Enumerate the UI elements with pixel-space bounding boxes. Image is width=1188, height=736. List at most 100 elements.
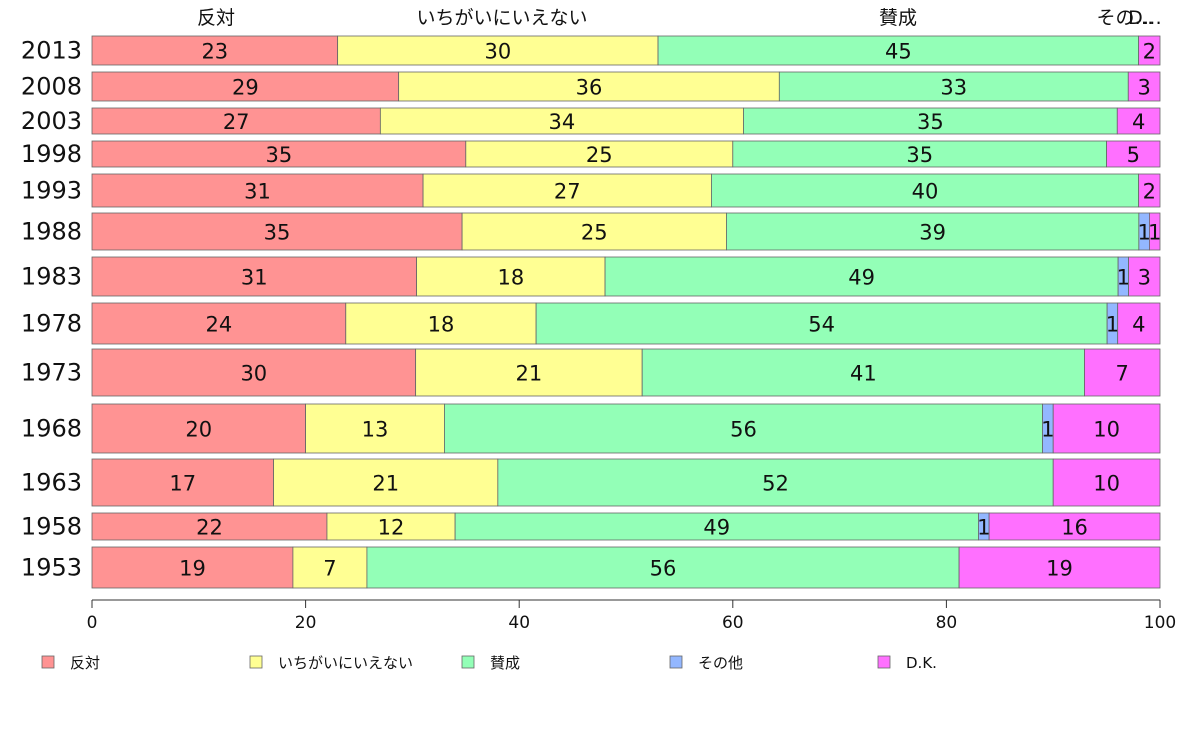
year-labels: 2013 2008 2003 1998 1993 1988 1983 1978 1973 1968… bbox=[21, 37, 82, 582]
bar-segment bbox=[1052, 403, 1161, 454]
x-tick-label: 0 bbox=[87, 613, 98, 633]
data-label: 39 bbox=[919, 221, 946, 245]
bar-segment bbox=[398, 71, 780, 102]
data-label: 56 bbox=[650, 557, 677, 581]
bar-segment bbox=[958, 546, 1161, 589]
x-tick-label: 80 bbox=[936, 613, 958, 633]
bar-segment bbox=[91, 458, 274, 507]
data-label: 5 bbox=[1127, 143, 1140, 167]
bar-segment bbox=[641, 348, 1085, 397]
data-label: 33 bbox=[940, 76, 967, 100]
data-label: 31 bbox=[244, 180, 271, 204]
data-label: 3 bbox=[1138, 266, 1151, 290]
header-label: 反対 bbox=[197, 7, 235, 29]
data-label: 1 bbox=[1041, 418, 1054, 442]
data-label: 4 bbox=[1132, 313, 1145, 337]
bar-segment bbox=[273, 458, 499, 507]
data-label: 10 bbox=[1093, 472, 1120, 496]
bar-segment bbox=[711, 173, 1140, 208]
data-label: 1 bbox=[1137, 221, 1150, 245]
data-label: 2 bbox=[1143, 180, 1156, 204]
data-label: 36 bbox=[576, 76, 603, 100]
bar-segment bbox=[292, 546, 368, 589]
legend-label: いちがいにいえない bbox=[278, 654, 413, 672]
bar-segment bbox=[422, 173, 712, 208]
bar-segment bbox=[366, 546, 960, 589]
data-label: 4 bbox=[1132, 110, 1145, 134]
bars-area: 23 30 45 229 36 33 327 34 35 435 25 35 531 27 40 235 25 3… bbox=[91, 35, 1161, 589]
year-label: 1978 bbox=[21, 310, 82, 338]
year-label: 1958 bbox=[21, 513, 82, 541]
data-label: 27 bbox=[223, 110, 250, 134]
data-label: 18 bbox=[497, 266, 524, 290]
segment-header-labels: 反対 いちがいにいえない 賛成 その…D… bbox=[197, 7, 1162, 29]
data-label: 1 bbox=[1148, 221, 1161, 245]
legend-swatch bbox=[877, 655, 891, 669]
data-label: 7 bbox=[1116, 362, 1129, 386]
bar-segment bbox=[604, 256, 1119, 297]
legend-swatch bbox=[669, 655, 683, 669]
bar-segment bbox=[91, 302, 347, 345]
bar-segment bbox=[726, 212, 1140, 251]
bar-segment bbox=[91, 107, 381, 135]
x-tick-label: 40 bbox=[508, 613, 530, 633]
data-label: 41 bbox=[850, 362, 877, 386]
bar-segment bbox=[454, 512, 979, 541]
bar-segment bbox=[1149, 212, 1161, 251]
data-label: 1 bbox=[977, 516, 990, 540]
header-label: 賛成 bbox=[879, 7, 917, 29]
data-label: 25 bbox=[586, 143, 613, 167]
bar-segment bbox=[91, 140, 467, 168]
legend-swatch bbox=[461, 655, 475, 669]
data-label: 13 bbox=[362, 418, 389, 442]
bar-segment bbox=[444, 403, 1043, 454]
data-label: 17 bbox=[169, 472, 196, 496]
year-label: 2008 bbox=[21, 73, 82, 101]
data-label: 20 bbox=[185, 418, 212, 442]
year-label: 1993 bbox=[21, 177, 82, 205]
data-label: 10 bbox=[1093, 418, 1120, 442]
data-label: 23 bbox=[201, 40, 228, 64]
year-label: 1998 bbox=[21, 140, 82, 168]
data-label: 35 bbox=[906, 143, 933, 167]
bar-segment bbox=[91, 173, 424, 208]
data-label: 24 bbox=[206, 313, 233, 337]
year-label: 1963 bbox=[21, 469, 82, 497]
legend-label: D.K. bbox=[906, 654, 937, 672]
bar-segment bbox=[416, 256, 606, 297]
bar-segment bbox=[988, 512, 1161, 541]
year-label: 2013 bbox=[21, 37, 82, 65]
data-label: 16 bbox=[1061, 516, 1088, 540]
data-label: 49 bbox=[848, 266, 875, 290]
data-label: 35 bbox=[266, 143, 293, 167]
year-label: 1988 bbox=[21, 218, 82, 246]
data-label: 49 bbox=[703, 516, 730, 540]
bar-segment bbox=[1117, 302, 1161, 345]
year-label: 1968 bbox=[21, 415, 82, 443]
bar-segment bbox=[535, 302, 1108, 345]
bar-segment bbox=[1128, 256, 1161, 297]
bar-segment bbox=[497, 458, 1054, 507]
data-label: 19 bbox=[1046, 557, 1073, 581]
data-label: 3 bbox=[1137, 76, 1150, 100]
bar-segment bbox=[1127, 71, 1161, 102]
bar-segment bbox=[91, 348, 417, 397]
data-label: 27 bbox=[554, 180, 581, 204]
data-label: 18 bbox=[428, 313, 455, 337]
data-label: 31 bbox=[241, 266, 268, 290]
header-label: D… bbox=[1128, 7, 1162, 29]
bar-segment bbox=[91, 403, 307, 454]
legend-label: その他 bbox=[698, 654, 743, 672]
data-label: 35 bbox=[917, 110, 944, 134]
legend-label: 反対 bbox=[70, 654, 100, 672]
legend-swatch bbox=[41, 655, 55, 669]
data-label: 12 bbox=[378, 516, 405, 540]
data-label: 52 bbox=[762, 472, 789, 496]
legend: 反対 いちがいにいえない 賛成 その他 D.K. bbox=[41, 654, 937, 672]
data-label: 30 bbox=[240, 362, 267, 386]
bar-segment bbox=[326, 512, 456, 541]
year-label: 2003 bbox=[21, 107, 82, 135]
legend-label: 賛成 bbox=[490, 654, 520, 672]
data-label: 56 bbox=[730, 418, 757, 442]
